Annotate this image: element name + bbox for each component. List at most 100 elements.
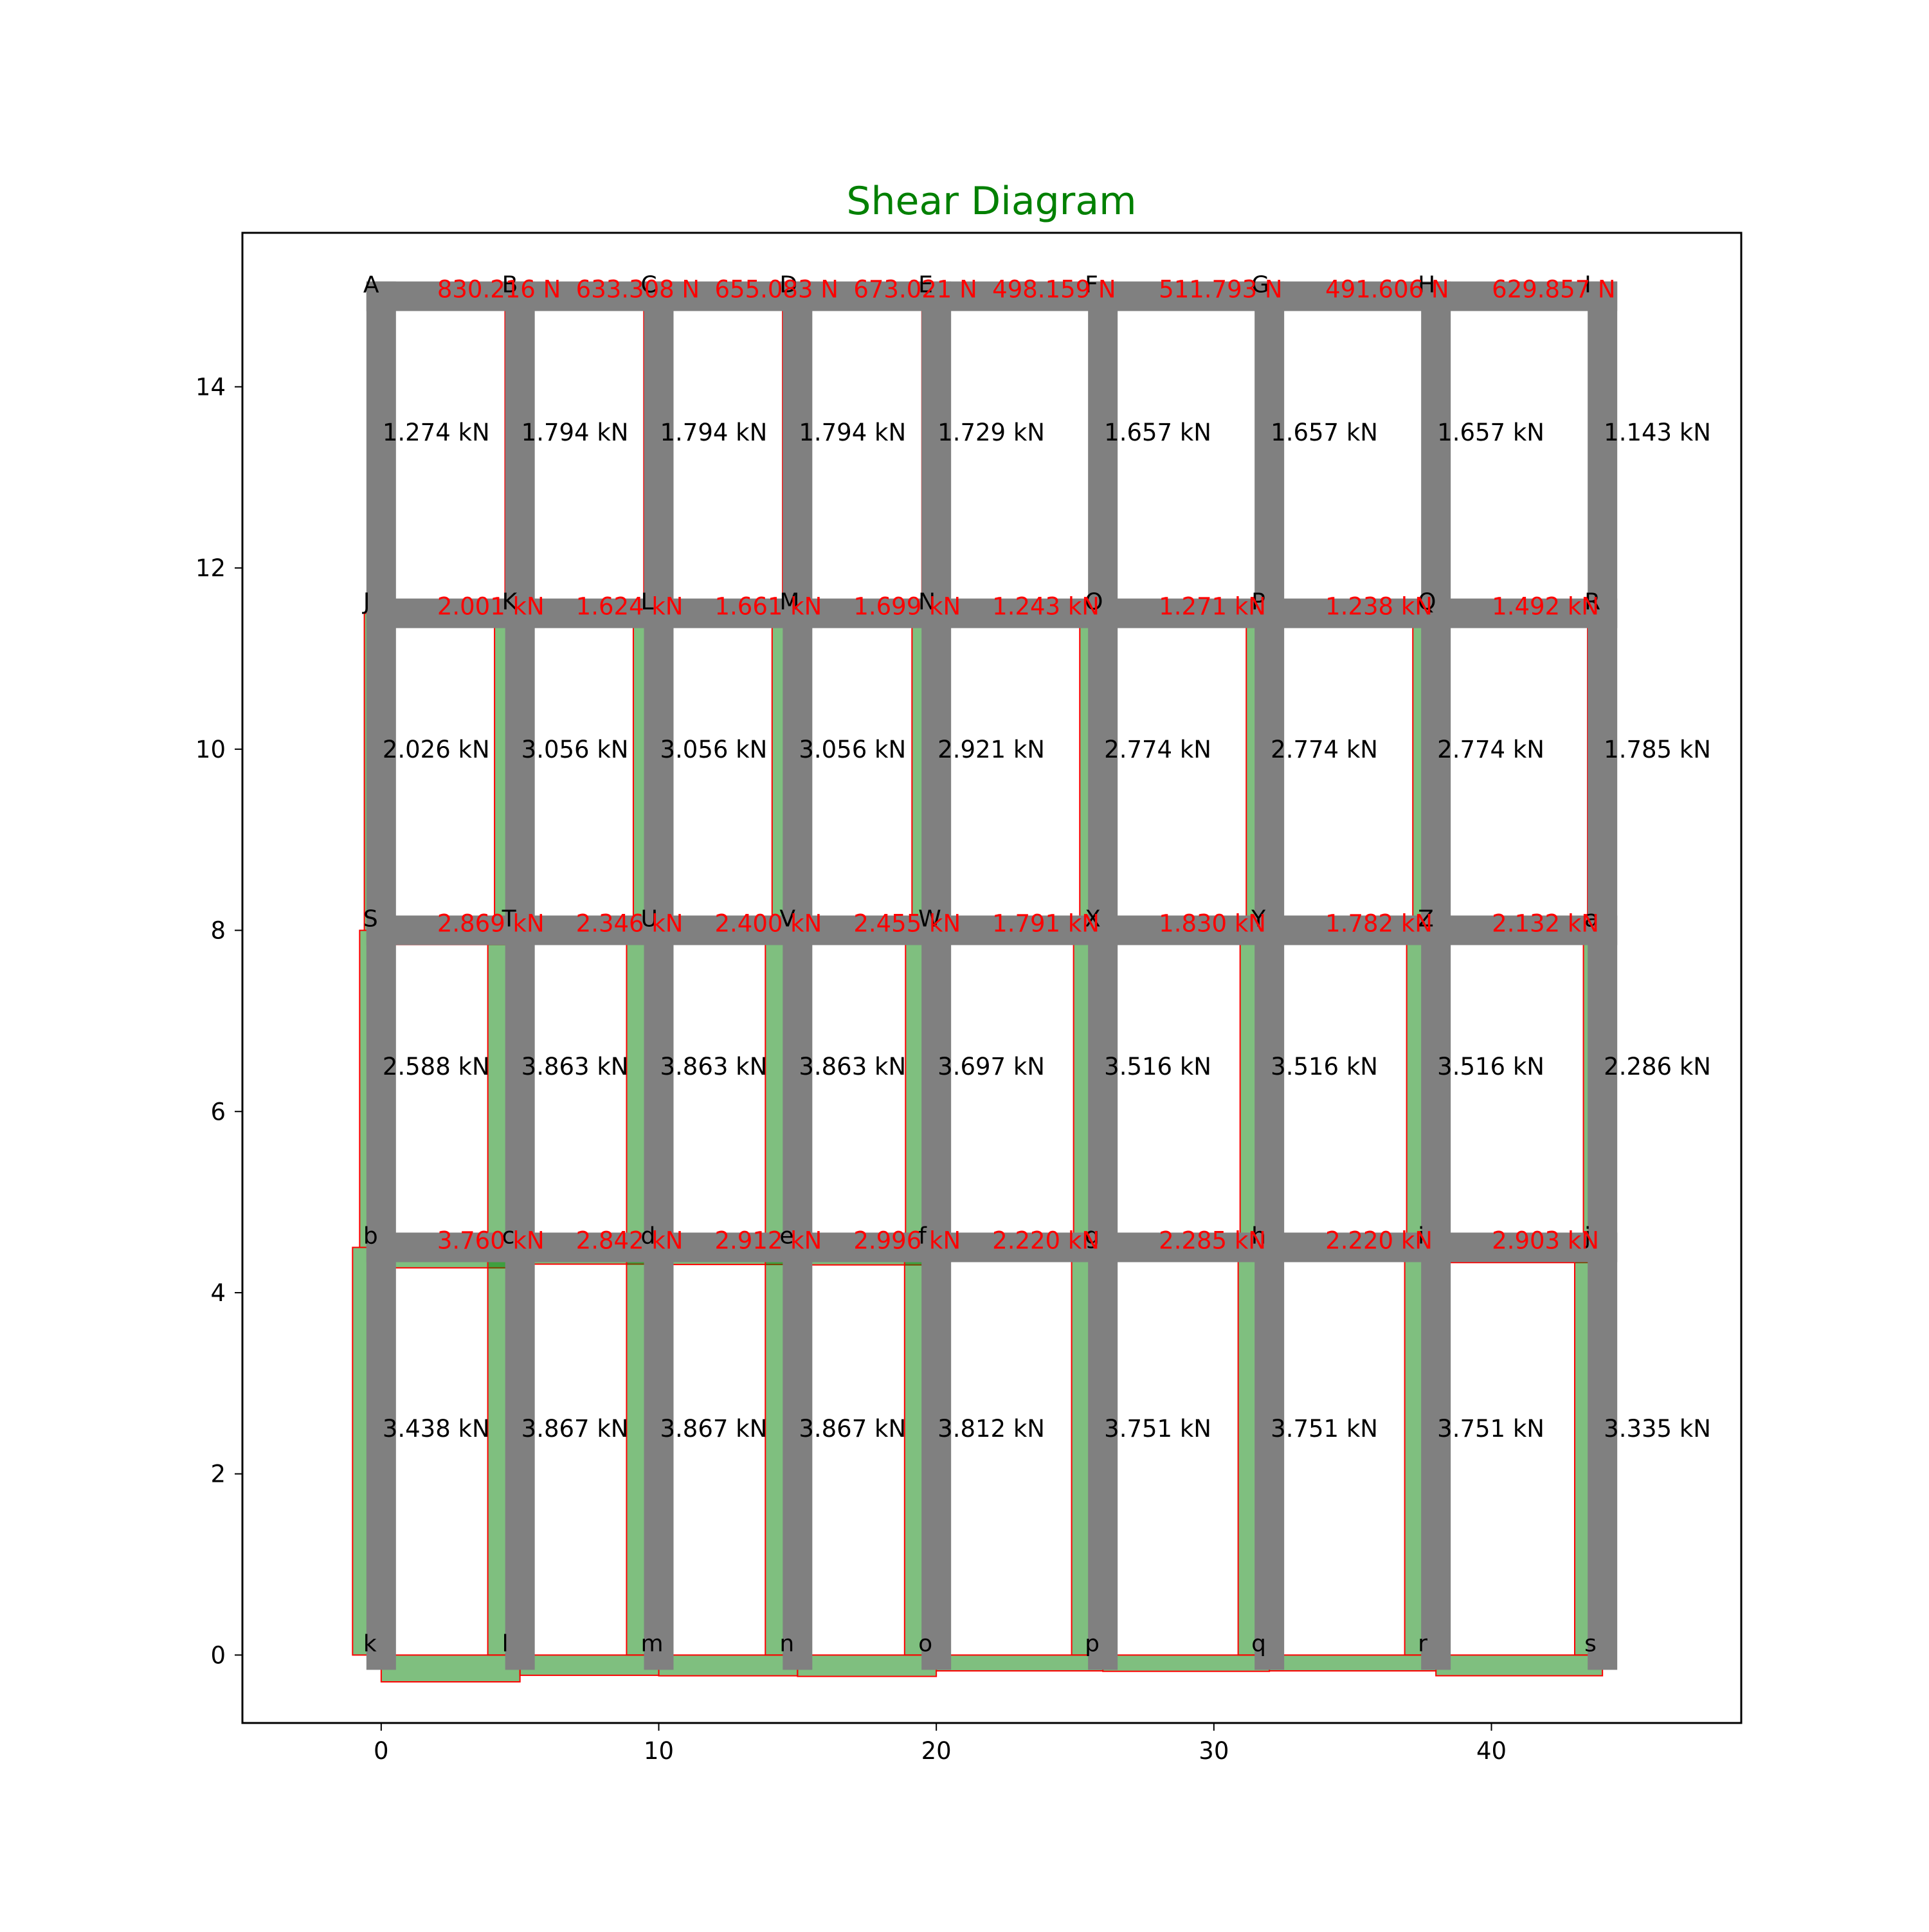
column-shear-label: 3.516 kN [1271,1053,1378,1080]
beam-shear-label: 2.912 kN [715,1227,822,1255]
node-label: Q [1418,589,1436,615]
x-tick-label: 40 [1476,1737,1507,1765]
node-label: s [1584,1630,1597,1657]
column-shear-label: 1.794 kN [521,419,629,446]
node-label: V [779,906,795,933]
beam-shear-band [519,1654,660,1676]
column-shear-label: 3.056 kN [660,736,768,763]
x-tick-label: 10 [644,1737,674,1765]
node-label: o [918,1630,932,1657]
node-label: r [1418,1630,1427,1657]
node-label: P [1251,589,1265,615]
node-label: f [918,1223,927,1250]
node-label: R [1584,589,1600,615]
column-shear-label: 3.516 kN [1104,1053,1211,1080]
node-label: A [363,272,379,298]
column-shear-label: 2.588 kN [383,1053,490,1080]
node-label: k [363,1630,377,1657]
node-label: U [641,906,658,933]
column-shear-label: 3.056 kN [799,736,906,763]
beam-shear-band [1435,1654,1604,1677]
column-shear-label: 2.026 kN [383,736,490,763]
beam-shear-label: 1.830 kN [1159,910,1266,938]
node-label: S [363,906,378,933]
beam-shear-label: 2.001 kN [437,593,545,621]
column-shear-label: 1.274 kN [383,419,490,446]
y-tick-label: 4 [210,1279,226,1307]
beam-shear-band [658,1654,799,1677]
node-label: L [641,589,654,615]
column-shear-label: 3.867 kN [521,1415,629,1443]
node-label: n [779,1630,794,1657]
beam-shear-label: 2.455 kN [853,910,961,938]
node-label: M [779,589,799,615]
x-tick-label: 30 [1199,1737,1229,1765]
column-shear-label: 3.863 kN [521,1053,629,1080]
node-label: H [1418,272,1435,298]
beam-shear-band [936,1654,1104,1672]
column-shear-label: 3.516 kN [1437,1053,1544,1080]
node-label: j [1584,1223,1591,1250]
beam-shear-label: 2.132 kN [1492,910,1599,938]
column-shear-label: 1.785 kN [1604,736,1711,763]
node-label: E [918,272,933,298]
node-label: m [641,1630,664,1657]
column-shear-label: 1.657 kN [1271,419,1378,446]
beam-shear-label: 511.793 N [1159,276,1282,304]
beam-shear-label: 2.842 kN [576,1227,684,1255]
beam-shear-label: 1.624 kN [576,593,684,621]
column-shear-label: 3.812 kN [937,1415,1045,1443]
beam-shear-label: 830.216 N [437,276,561,304]
beam-shear-label: 1.699 kN [853,593,961,621]
y-tick-label: 10 [195,736,226,763]
beam-shear-label: 2.869 kN [437,910,545,938]
beam-shear-label: 2.285 kN [1159,1227,1266,1255]
beam-shear-label: 1.791 kN [992,910,1100,938]
column-shear-label: 2.774 kN [1104,736,1211,763]
y-tick-label: 8 [210,917,226,945]
node-label: l [502,1630,509,1657]
beam-shear-label: 2.903 kN [1492,1227,1599,1255]
beam-shear-label: 1.243 kN [992,593,1100,621]
node-label: p [1085,1630,1100,1657]
node-label: d [641,1223,656,1250]
beam-shear-band [797,1654,937,1677]
column-shear-label: 1.143 kN [1604,419,1711,446]
plot-area-border [241,232,1743,1724]
column-shear-label: 3.056 kN [521,736,629,763]
node-label: N [918,589,936,615]
node-label: g [1085,1223,1100,1250]
beam-shear-band [1269,1654,1437,1672]
column-shear-label: 1.657 kN [1104,419,1211,446]
column-shear-label: 3.751 kN [1271,1415,1378,1443]
beam-shear-label: 2.996 kN [853,1227,961,1255]
beam-shear-label: 655.083 N [715,276,838,304]
y-tick-label: 6 [210,1098,226,1125]
y-tick-label: 12 [195,554,226,582]
beam-shear-label: 1.271 kN [1159,593,1266,621]
node-label: a [1584,906,1598,933]
y-tick-label: 0 [210,1641,226,1669]
beam-shear-label: 673.021 N [853,276,977,304]
node-label: D [779,272,797,298]
y-tick-label: 14 [195,373,226,401]
column-shear-label: 3.867 kN [799,1415,906,1443]
node-label: W [918,906,941,933]
beam-shear-label: 1.782 kN [1325,910,1433,938]
column-shear-label: 2.921 kN [937,736,1045,763]
column-shear-label: 1.794 kN [799,419,906,446]
beam-shear-label: 491.606 N [1325,276,1449,304]
beam-shear-label: 2.220 kN [1325,1227,1433,1255]
column-shear-label: 2.774 kN [1271,736,1378,763]
node-label: q [1251,1630,1266,1657]
beam-shear-label: 1.661 kN [715,593,822,621]
beam-shear-label: 1.238 kN [1325,593,1433,621]
column-shear-label: 3.751 kN [1104,1415,1211,1443]
node-label: b [363,1223,378,1250]
column-shear-label: 3.335 kN [1604,1415,1711,1443]
x-tick-label: 20 [921,1737,952,1765]
node-label: T [502,906,517,933]
node-label: B [502,272,518,298]
column-shear-label: 3.438 kN [383,1415,490,1443]
